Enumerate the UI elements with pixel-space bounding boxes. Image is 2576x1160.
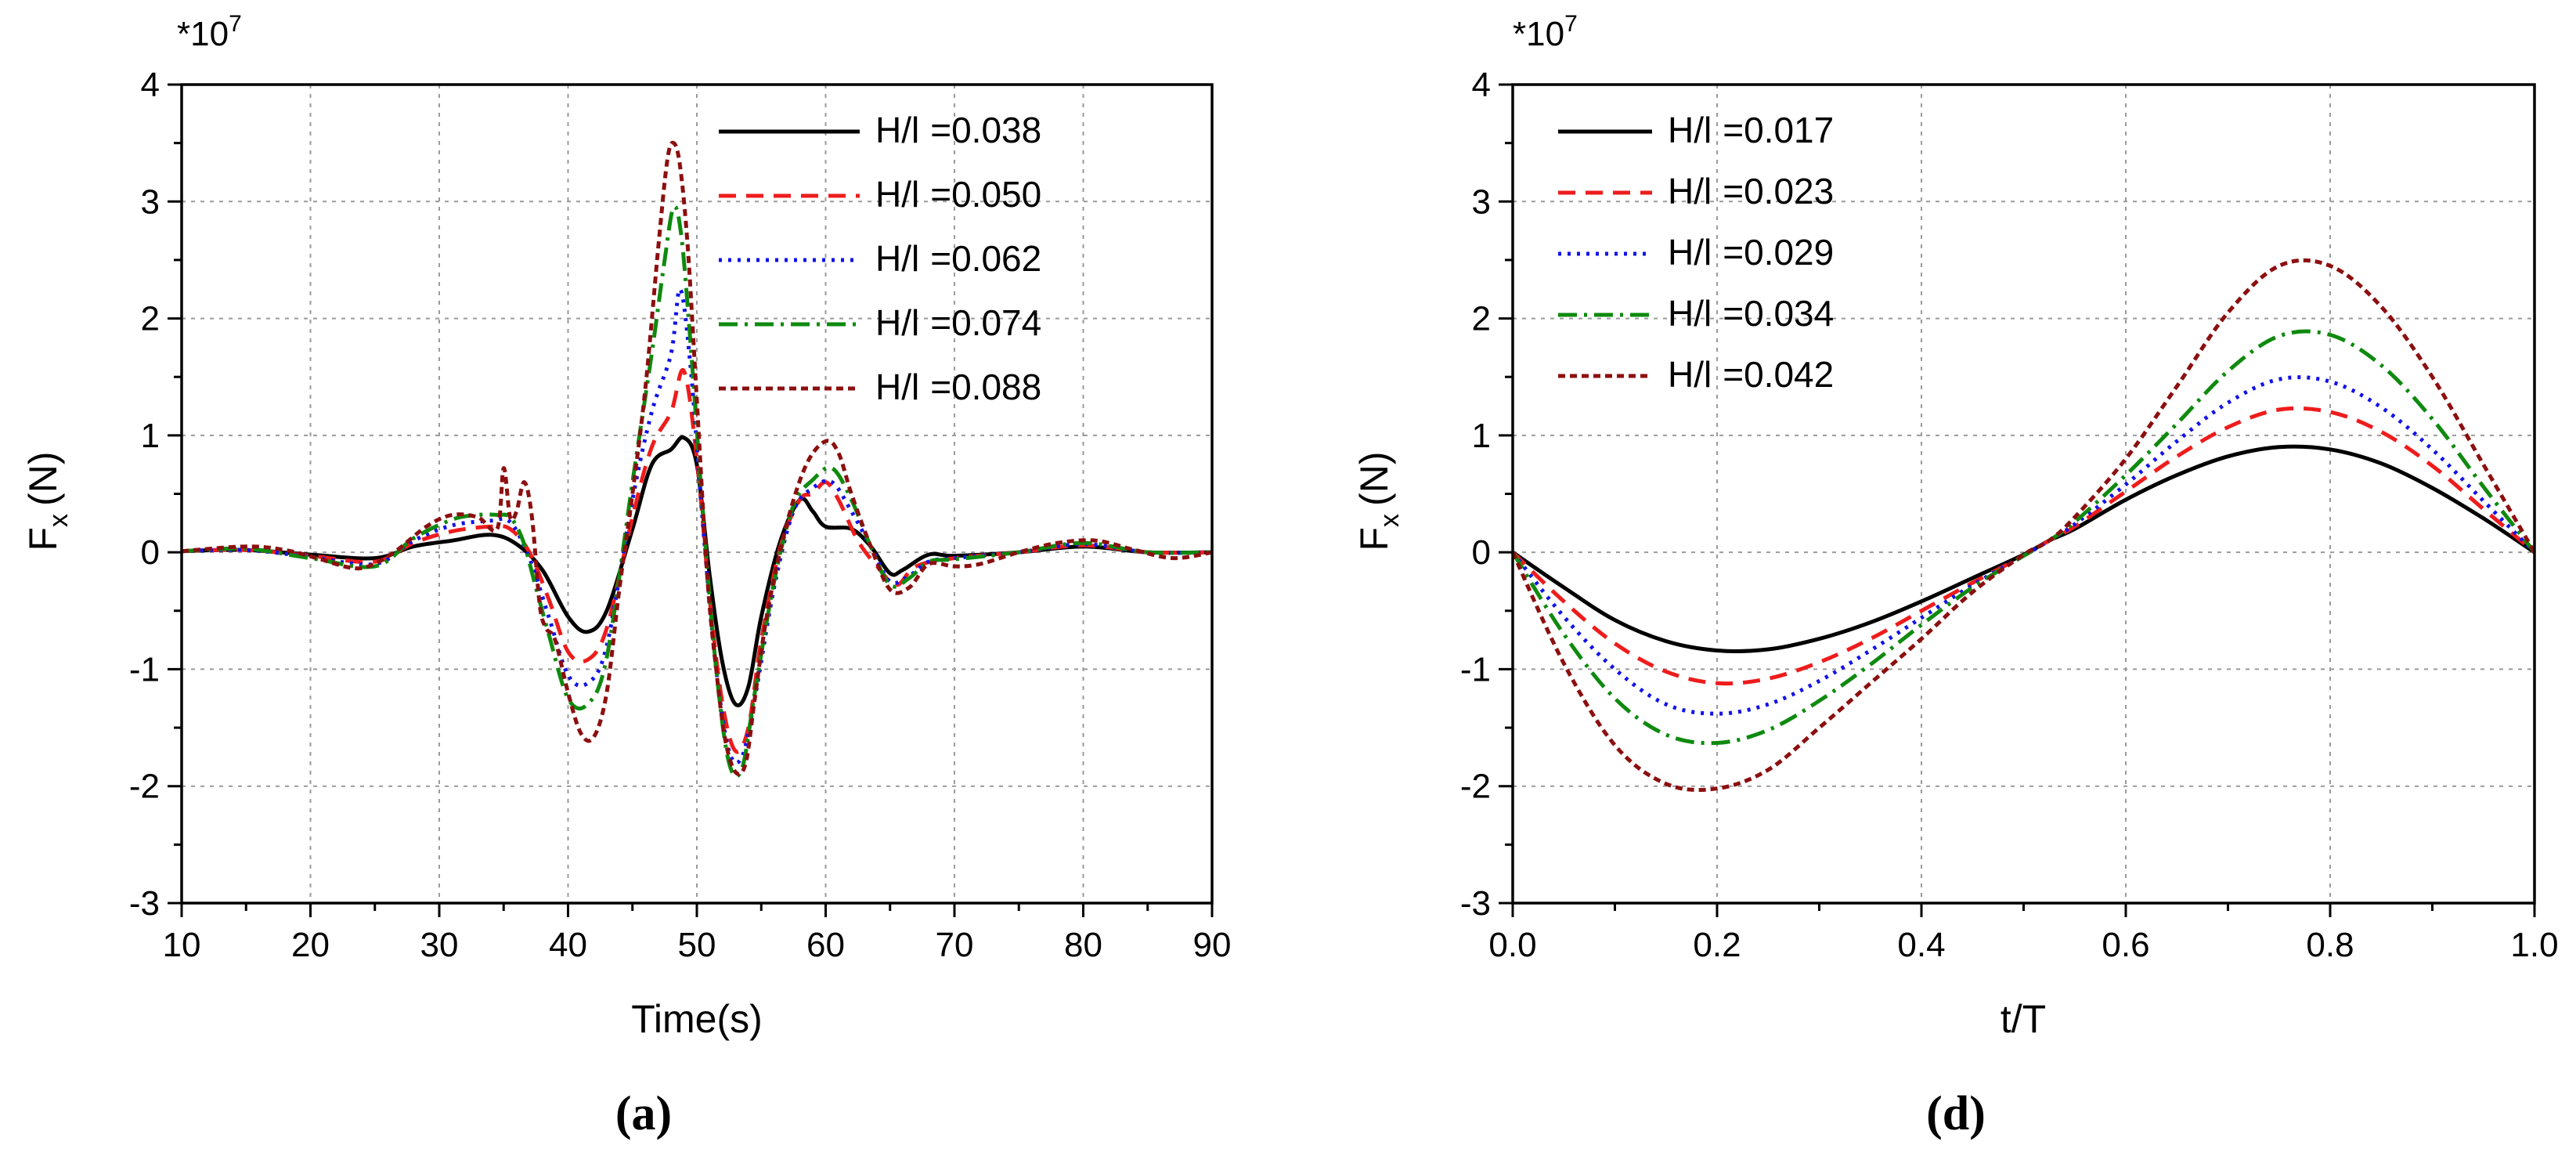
legend-label: H/l =0.088 xyxy=(875,367,1041,407)
y-tick-label: 1 xyxy=(141,417,160,455)
legend-label: H/l =0.062 xyxy=(875,238,1041,279)
x-axis-title-d: t/T xyxy=(2001,997,2046,1041)
x-tick-label: 80 xyxy=(1064,926,1102,964)
y-tick-label: 4 xyxy=(141,66,160,104)
legend-label: H/l =0.023 xyxy=(1668,171,1834,211)
y-tick-label: 1 xyxy=(1472,417,1491,455)
x-tick-label: 60 xyxy=(806,926,845,964)
y-tick-label: 4 xyxy=(1472,66,1491,104)
x-tick-label: 10 xyxy=(163,926,201,964)
panel-label-a: (a) xyxy=(615,1087,672,1140)
x-tick-label: 50 xyxy=(678,926,716,964)
y-tick-label: 2 xyxy=(141,300,160,338)
legend-label: H/l =0.050 xyxy=(875,174,1041,215)
y-tick-label: 0 xyxy=(1472,533,1491,572)
tick-labels-a: 10 20 30 40 50 60 70 80 90 -3 -2 -1 0 1 2 3 4 xyxy=(129,66,1232,964)
ticks-d xyxy=(1499,83,2536,917)
series-line-d-3 xyxy=(1511,375,2536,716)
y-tick-label: -3 xyxy=(129,884,160,923)
y-tick-label: 0 xyxy=(141,533,160,572)
legend-label: H/l =0.017 xyxy=(1668,110,1834,150)
y-tick-label: 2 xyxy=(1472,300,1491,338)
y-axis-title-d: Fx(N) xyxy=(1352,452,1405,551)
x-tick-label: 0.0 xyxy=(1488,926,1536,964)
y-tick-label: -2 xyxy=(129,768,160,806)
y-tick-label: -2 xyxy=(1460,768,1491,806)
series-line-a-1 xyxy=(181,435,1213,707)
chart-panel-a: 10 20 30 40 50 60 70 80 90 -3 -2 -1 0 1 2 3 4 *107 Fx(N)… xyxy=(21,11,1231,1140)
grid-d xyxy=(1513,85,2535,903)
x-tick-label: 40 xyxy=(549,926,587,964)
series-group-d xyxy=(1510,258,2537,793)
x-tick-label: 0.8 xyxy=(2306,926,2354,964)
y-tick-label: -1 xyxy=(1460,650,1491,688)
x-axis-title-a: Time(s) xyxy=(631,997,763,1041)
series-line-d-5 xyxy=(1510,258,2537,793)
legend-label: H/l =0.042 xyxy=(1668,354,1834,395)
series-line-a-4 xyxy=(181,204,1213,779)
legend-label: H/l =0.038 xyxy=(875,110,1041,150)
y-tick-label: 3 xyxy=(1472,182,1491,221)
series-line-d-1 xyxy=(1511,444,2536,653)
tick-labels-d: 0.0 0.2 0.4 0.6 0.8 1.0 -3 -2 -1 0 1 2 3 4 xyxy=(1460,66,2559,964)
x-tick-label: 20 xyxy=(291,926,330,964)
grid-a xyxy=(182,85,1212,903)
plot-frame-d xyxy=(1511,83,2536,905)
y-scale-label-a: *107 xyxy=(177,11,242,53)
y-axis-title-a: Fx(N) xyxy=(21,452,74,551)
y-tick-label: 3 xyxy=(141,182,160,221)
x-tick-label: 70 xyxy=(936,926,974,964)
x-tick-label: 1.0 xyxy=(2510,926,2558,964)
legend-d: H/l =0.017 H/l =0.023 H/l =0.029 H/l =0.034 H/l =… xyxy=(1558,110,1834,395)
x-tick-label: 90 xyxy=(1193,926,1232,964)
legend-label: H/l =0.034 xyxy=(1668,293,1834,334)
y-tick-label: -3 xyxy=(1460,884,1491,923)
x-tick-label: 30 xyxy=(420,926,459,964)
y-scale-label-d: *107 xyxy=(1513,11,1578,53)
series-line-d-4 xyxy=(1510,329,2536,746)
series-line-a-5 xyxy=(181,140,1213,776)
legend-label: H/l =0.029 xyxy=(1668,232,1834,273)
x-tick-label: 0.2 xyxy=(1693,926,1741,964)
chart-panel-d: 0.0 0.2 0.4 0.6 0.8 1.0 -3 -2 -1 0 1 2 3 4 *107 Fx(N)… xyxy=(1352,11,2559,1140)
y-tick-label: -1 xyxy=(129,650,160,688)
panel-label-d: (d) xyxy=(1926,1087,1986,1140)
series-line-d-2 xyxy=(1511,406,2536,686)
x-tick-label: 0.4 xyxy=(1897,926,1945,964)
ticks-a xyxy=(168,83,1214,917)
legend-a: H/l =0.038 H/l =0.050 H/l =0.062 H/l =0.074 H/l =… xyxy=(719,110,1041,407)
legend-label: H/l =0.074 xyxy=(875,302,1041,343)
x-tick-label: 0.6 xyxy=(2102,926,2149,964)
series-group-a xyxy=(181,140,1213,779)
